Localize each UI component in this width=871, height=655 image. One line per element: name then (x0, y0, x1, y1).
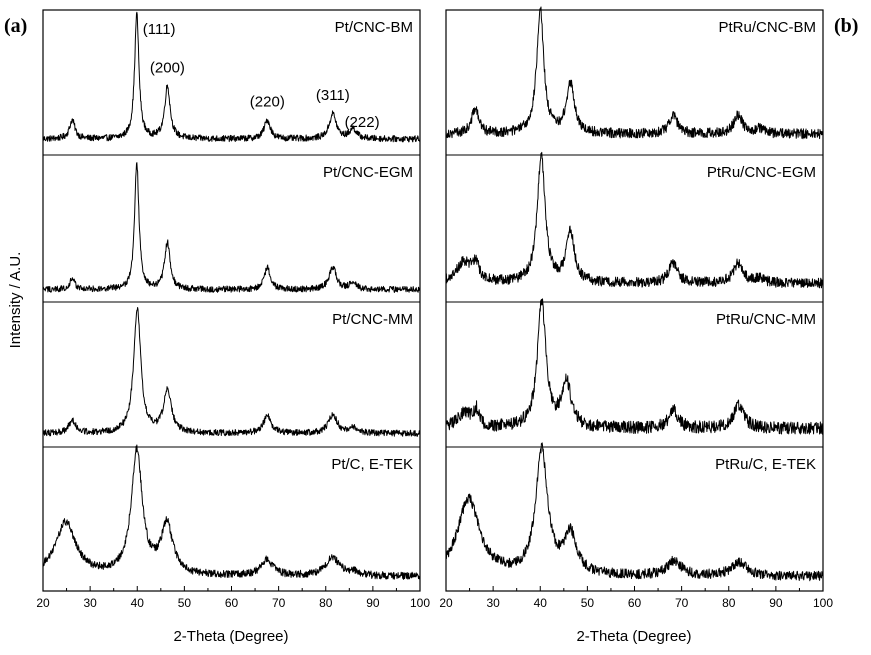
peak-annotation: (220) (250, 93, 285, 110)
x-tick-label: 20 (439, 596, 453, 610)
x-tick-label: 80 (319, 596, 333, 610)
panel-b-series-labels: PtRu/CNC-BM PtRu/CNC-EGM PtRu/CNC-MM PtRu/C… (707, 19, 816, 473)
panel-a-frame (42, 9, 421, 592)
series-label: PtRu/CNC-BM (718, 19, 816, 36)
xrd-series-line (42, 11, 421, 143)
xrd-series-line (42, 307, 421, 437)
panel-a-x-axis-title: 2-Theta (Degree) (173, 628, 288, 645)
series-label: PtRu/CNC-MM (716, 311, 816, 328)
series-label: Pt/CNC-MM (332, 311, 413, 328)
x-tick-label: 60 (628, 596, 642, 610)
x-tick-label: 70 (675, 596, 689, 610)
x-tick-label: 50 (178, 596, 192, 610)
x-tick-label: 80 (722, 596, 736, 610)
peak-annotation: (222) (345, 114, 380, 131)
y-axis-title: Intensity / A.U. (7, 252, 24, 349)
series-label: PtRu/CNC-EGM (707, 164, 816, 181)
panel-a-x-axis: 20 30 40 50 60 70 80 90 100 (36, 586, 430, 610)
series-label: Pt/C, E-TEK (331, 456, 413, 473)
panel-b-x-axis: 20 30 40 50 60 70 80 90 100 (439, 586, 833, 610)
panel-b-letter: (b) (834, 15, 858, 37)
x-tick-label: 50 (581, 596, 595, 610)
panel-a-peak-annotations: (111) (200) (220) (311) (222) (143, 21, 380, 131)
x-tick-label: 40 (534, 596, 548, 610)
peak-annotation: (311) (316, 87, 350, 104)
panel-b-frame (445, 9, 824, 592)
x-tick-label: 30 (83, 596, 97, 610)
xrd-series-line (42, 444, 421, 580)
panel-b: PtRu/CNC-BM PtRu/CNC-EGM PtRu/CNC-MM PtRu/C… (439, 6, 858, 645)
panel-a-traces (42, 11, 421, 580)
panel-b-traces (445, 6, 824, 582)
peak-annotation: (111) (143, 21, 176, 38)
series-label: Pt/CNC-BM (335, 19, 413, 36)
xrd-series-line (445, 442, 824, 582)
x-tick-label: 60 (225, 596, 239, 610)
panel-a-dividers (43, 154, 420, 448)
x-tick-label: 70 (272, 596, 286, 610)
x-tick-label: 90 (769, 596, 783, 610)
panel-a-letter: (a) (4, 15, 27, 37)
xrd-series-line (445, 6, 824, 140)
x-tick-label: 100 (813, 596, 833, 610)
x-tick-label: 100 (410, 596, 430, 610)
series-label: PtRu/C, E-TEK (715, 456, 816, 473)
x-tick-label: 30 (486, 596, 500, 610)
xrd-series-line (445, 151, 824, 289)
series-label: Pt/CNC-EGM (323, 164, 413, 181)
xrd-series-line (445, 298, 824, 435)
x-tick-label: 90 (366, 596, 380, 610)
panel-b-dividers (446, 154, 823, 448)
xrd-series-line (42, 162, 421, 294)
panel-a-series-labels: Pt/CNC-BM Pt/CNC-EGM Pt/CNC-MM Pt/C, E-TEK (323, 19, 413, 473)
peak-annotation: (200) (150, 60, 185, 77)
x-tick-label: 40 (131, 596, 145, 610)
x-tick-label: 20 (36, 596, 50, 610)
panel-b-x-axis-title: 2-Theta (Degree) (576, 628, 691, 645)
